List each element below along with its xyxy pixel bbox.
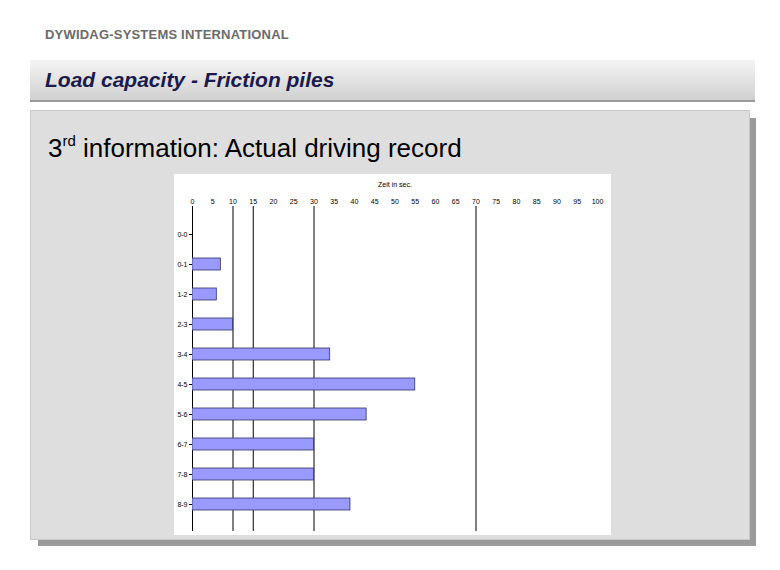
html-text:DYWIDAG-SYSTEMS INTERNATIONAL: DYWIDAG-SYSTEMS INTERNATIONAL [45, 27, 289, 42]
svg-text:4-5: 4-5 [177, 381, 187, 388]
svg-text:75: 75 [492, 198, 500, 205]
svg-text:Zeit in sec.: Zeit in sec. [378, 181, 412, 188]
svg-text:70: 70 [472, 198, 480, 205]
svg-text:5: 5 [211, 198, 215, 205]
svg-text:6-7: 6-7 [177, 441, 187, 448]
svg-text:50: 50 [391, 198, 399, 205]
svg-text:8-9: 8-9 [177, 501, 187, 508]
svg-text:90: 90 [553, 198, 561, 205]
svg-text:95: 95 [573, 198, 581, 205]
svg-text:60: 60 [432, 198, 440, 205]
svg-text:5-6: 5-6 [177, 411, 187, 418]
svg-text:55: 55 [411, 198, 419, 205]
svg-text:40: 40 [351, 198, 359, 205]
svg-text:1-2: 1-2 [177, 291, 187, 298]
svg-text:30: 30 [310, 198, 318, 205]
svg-text:20: 20 [270, 198, 278, 205]
svg-text:85: 85 [533, 198, 541, 205]
svg-text:0-1: 0-1 [177, 261, 187, 268]
svg-text:2-3: 2-3 [177, 321, 187, 328]
svg-text:100: 100 [592, 198, 604, 205]
svg-text:45: 45 [371, 198, 379, 205]
svg-text:35: 35 [330, 198, 338, 205]
svg-text:7-8: 7-8 [177, 471, 187, 478]
svg-text:65: 65 [452, 198, 460, 205]
svg-text:15: 15 [249, 198, 257, 205]
html-text:3rdinformation: Actual driving: 3rdinformation: Actual driving record [48, 132, 462, 163]
svg-text:3-4: 3-4 [177, 351, 187, 358]
svg-text:25: 25 [290, 198, 298, 205]
svg-text:10: 10 [229, 198, 237, 205]
svg-text:0: 0 [191, 198, 195, 205]
svg-text:80: 80 [513, 198, 521, 205]
html-text:Load capacity - Friction piles: Load capacity - Friction piles [45, 68, 335, 91]
svg-text:0-0: 0-0 [177, 231, 187, 238]
